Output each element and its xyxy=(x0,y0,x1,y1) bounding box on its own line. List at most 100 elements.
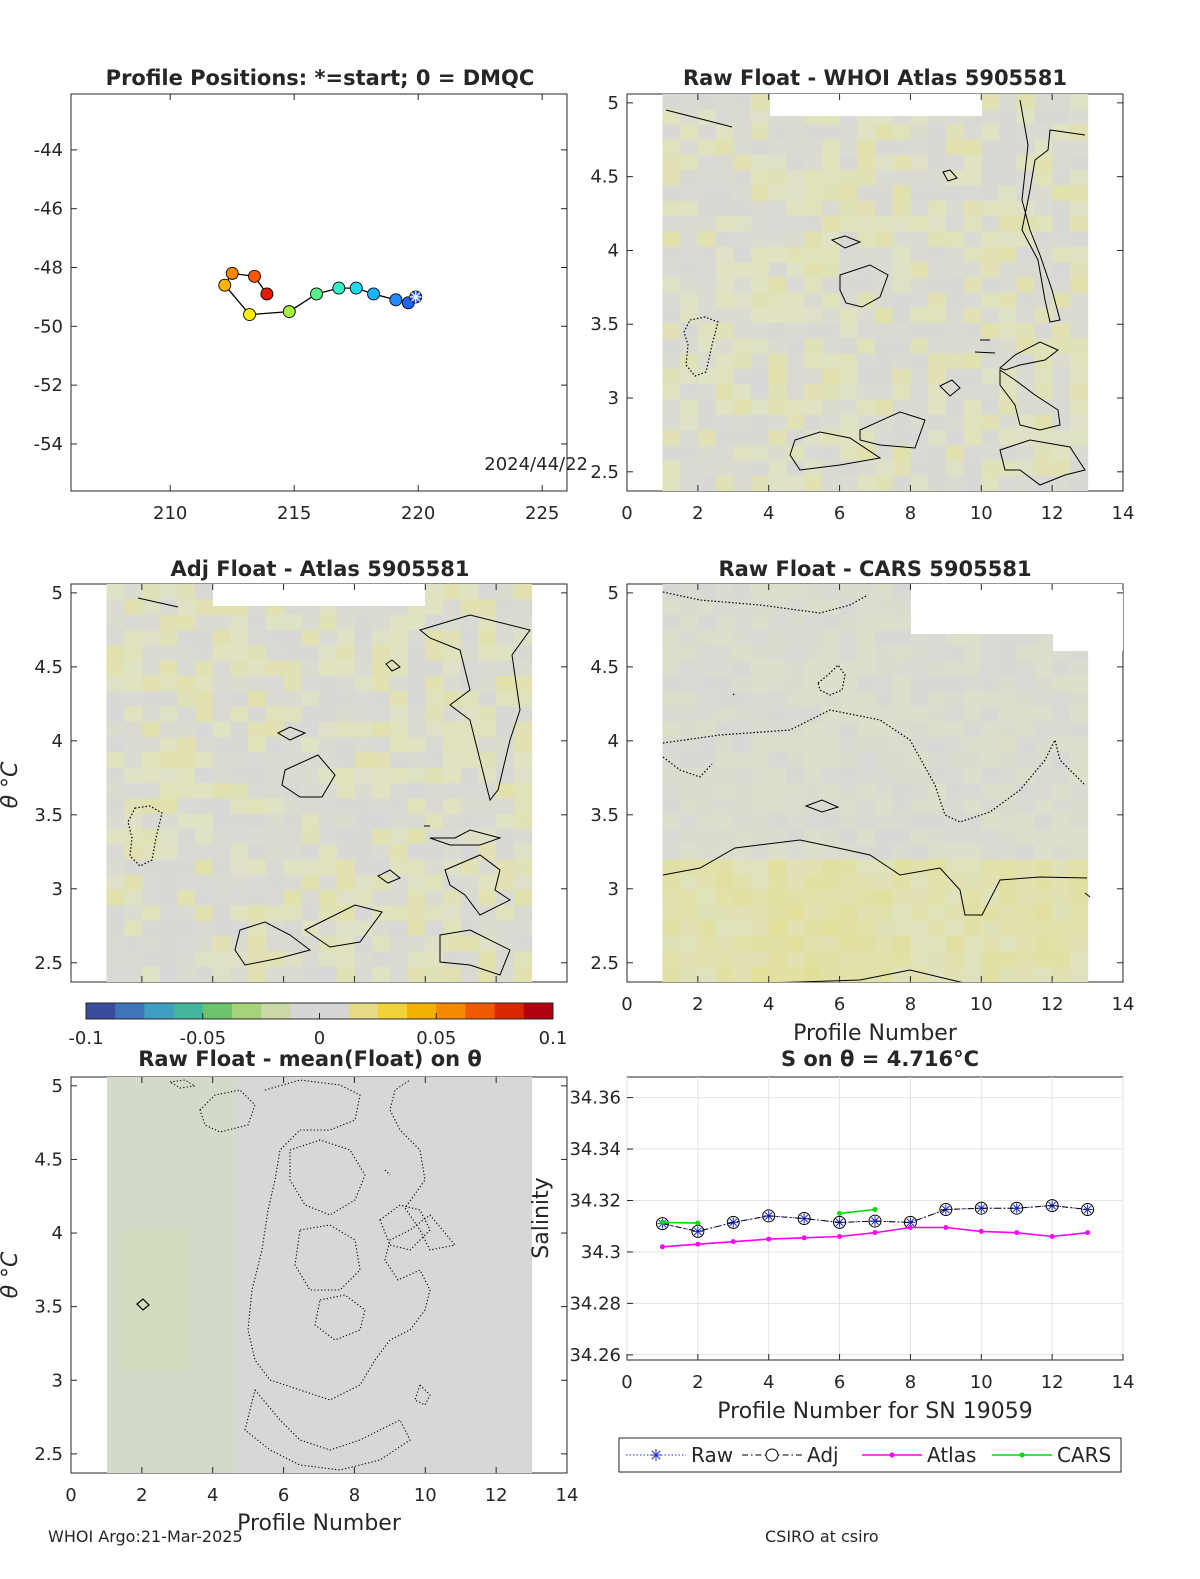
xtick-label: 2 xyxy=(692,994,703,1015)
position-point xyxy=(310,287,323,301)
position-point xyxy=(332,281,346,295)
series-cars-point xyxy=(659,1219,665,1225)
xtick-label: 12 xyxy=(485,1485,508,1506)
series-raw-point xyxy=(1082,1204,1093,1215)
colorbar-cell xyxy=(348,1003,379,1019)
ytick-label: 2.5 xyxy=(34,1444,63,1465)
ytick-label: 4.5 xyxy=(590,657,619,678)
positions-points xyxy=(218,266,423,322)
series-cars-point xyxy=(837,1210,843,1216)
series-atlas-point xyxy=(659,1244,665,1250)
adj-atlas-dotted-contours xyxy=(127,805,163,867)
positions-panel: Profile Positions: *=start; 0 = DMQC 210… xyxy=(34,66,588,524)
colorbar-tick-label: 0.1 xyxy=(539,1028,568,1049)
series-atlas-point xyxy=(695,1241,701,1247)
position-point xyxy=(218,278,232,292)
series-atlas-point xyxy=(943,1225,949,1231)
ytick-label: 2.5 xyxy=(590,462,619,483)
raw-cars-dotted-contours xyxy=(662,591,1086,823)
colorbar-tick-label: 0 xyxy=(314,1028,325,1049)
series-adj-point xyxy=(868,1214,882,1228)
legend-label: CARS xyxy=(1057,1443,1111,1467)
xtick-label: 215 xyxy=(277,503,311,524)
series-atlas-point xyxy=(837,1234,843,1240)
colorbar-cell xyxy=(86,1003,116,1019)
position-point xyxy=(243,308,257,322)
ytick-label: 4 xyxy=(608,731,619,752)
ytick-label: 3.5 xyxy=(590,314,619,335)
series-adj-point xyxy=(833,1215,847,1229)
position-point xyxy=(282,305,296,319)
footer-right: CSIRO at csiro xyxy=(765,1527,879,1546)
adj-atlas-panel: Adj Float - Atlas 5905581 xyxy=(0,557,568,983)
xtick-label: 0 xyxy=(65,1485,76,1506)
salinity-xlabel: Profile Number for SN 19059 xyxy=(717,1399,1032,1424)
xtick-label: 6 xyxy=(834,1372,845,1393)
ytick-label: 4.5 xyxy=(590,167,619,188)
xtick-label: 6 xyxy=(834,994,845,1015)
raw-whoi-dotted-contours xyxy=(683,316,719,377)
series-adj-point xyxy=(762,1209,776,1223)
ytick-label: -54 xyxy=(34,434,63,455)
xtick-label: 2 xyxy=(692,1372,703,1393)
xtick-label: 10 xyxy=(970,994,993,1015)
xtick-label: 2 xyxy=(692,503,703,524)
ytick-label: 3 xyxy=(608,879,619,900)
colorbar-cell xyxy=(173,1003,204,1019)
ytick-label: 34.34 xyxy=(569,1139,621,1160)
xtick-label: 210 xyxy=(153,503,187,524)
raw-cars-heatmap xyxy=(662,584,1089,982)
xtick-label: 0 xyxy=(621,1372,632,1393)
xtick-label: 0 xyxy=(621,503,632,524)
legend-circle-icon xyxy=(765,1448,779,1462)
position-point xyxy=(349,281,363,295)
ytick-label: 3.5 xyxy=(590,805,619,826)
xtick-label: 14 xyxy=(1112,994,1135,1015)
xtick-label: 2 xyxy=(136,1485,147,1506)
series-cars-point xyxy=(695,1220,701,1226)
raw-whoi-panel: Raw Float - WHOI Atlas 5905581 xyxy=(590,66,1134,524)
raw-cars-ticks: 5 4.5 4 3.5 3 2.50 2 4 6 8 10 12 14 xyxy=(590,583,1134,1015)
raw-cars-contours xyxy=(662,799,1091,982)
xtick-label: 12 xyxy=(1041,1372,1064,1393)
raw-whoi-contours xyxy=(665,99,1086,486)
adj-atlas-heatmap xyxy=(106,584,533,982)
xtick-label: 8 xyxy=(905,994,916,1015)
xtick-label: 14 xyxy=(1112,503,1135,524)
series-atlas-point xyxy=(907,1225,913,1231)
series-cars-line xyxy=(839,1208,876,1215)
footer-left: WHOI Argo:21-Mar-2025 xyxy=(48,1527,243,1546)
xtick-label: 8 xyxy=(905,503,916,524)
adj-atlas-ylabel: θ °C xyxy=(0,761,23,808)
raw-cars-title: Raw Float - CARS 5905581 xyxy=(718,557,1031,581)
series-adj-point xyxy=(655,1217,669,1231)
mean-float-title: Raw Float - mean(Float) on θ xyxy=(138,1047,482,1071)
colorbar-tick-label: 0.05 xyxy=(416,1028,456,1049)
start-star-icon xyxy=(409,290,422,303)
xtick-label: 12 xyxy=(1041,503,1064,524)
xtick-label: 12 xyxy=(1041,994,1064,1015)
series-atlas-point xyxy=(1049,1234,1055,1240)
ytick-label: 4.5 xyxy=(34,657,63,678)
ytick-label: -48 xyxy=(34,258,63,279)
xtick-label: 6 xyxy=(834,503,845,524)
ytick-label: 34.28 xyxy=(569,1293,621,1314)
ytick-label: 4 xyxy=(52,731,63,752)
xtick-label: 0 xyxy=(621,994,632,1015)
positions-date-label: 2024/44/22 xyxy=(484,454,588,475)
ytick-label: 3 xyxy=(52,1370,63,1391)
ytick-label: 3 xyxy=(608,388,619,409)
colorbar-cell xyxy=(523,1003,554,1019)
legend: Raw Adj Atlas CARS xyxy=(618,1437,1122,1473)
ytick-label: 34.36 xyxy=(569,1088,621,1109)
xtick-label: 10 xyxy=(970,503,993,524)
series-cars-point xyxy=(872,1206,878,1212)
mean-float-xlabel: Profile Number xyxy=(237,1511,402,1536)
colorbar-cell xyxy=(290,1003,320,1019)
xtick-label: 10 xyxy=(970,1372,993,1393)
adj-atlas-contours xyxy=(137,597,531,976)
adj-atlas-title: Adj Float - Atlas 5905581 xyxy=(170,557,469,581)
xtick-label: 4 xyxy=(763,994,774,1015)
salinity-title: S on θ = 4.716°C xyxy=(781,1047,979,1071)
